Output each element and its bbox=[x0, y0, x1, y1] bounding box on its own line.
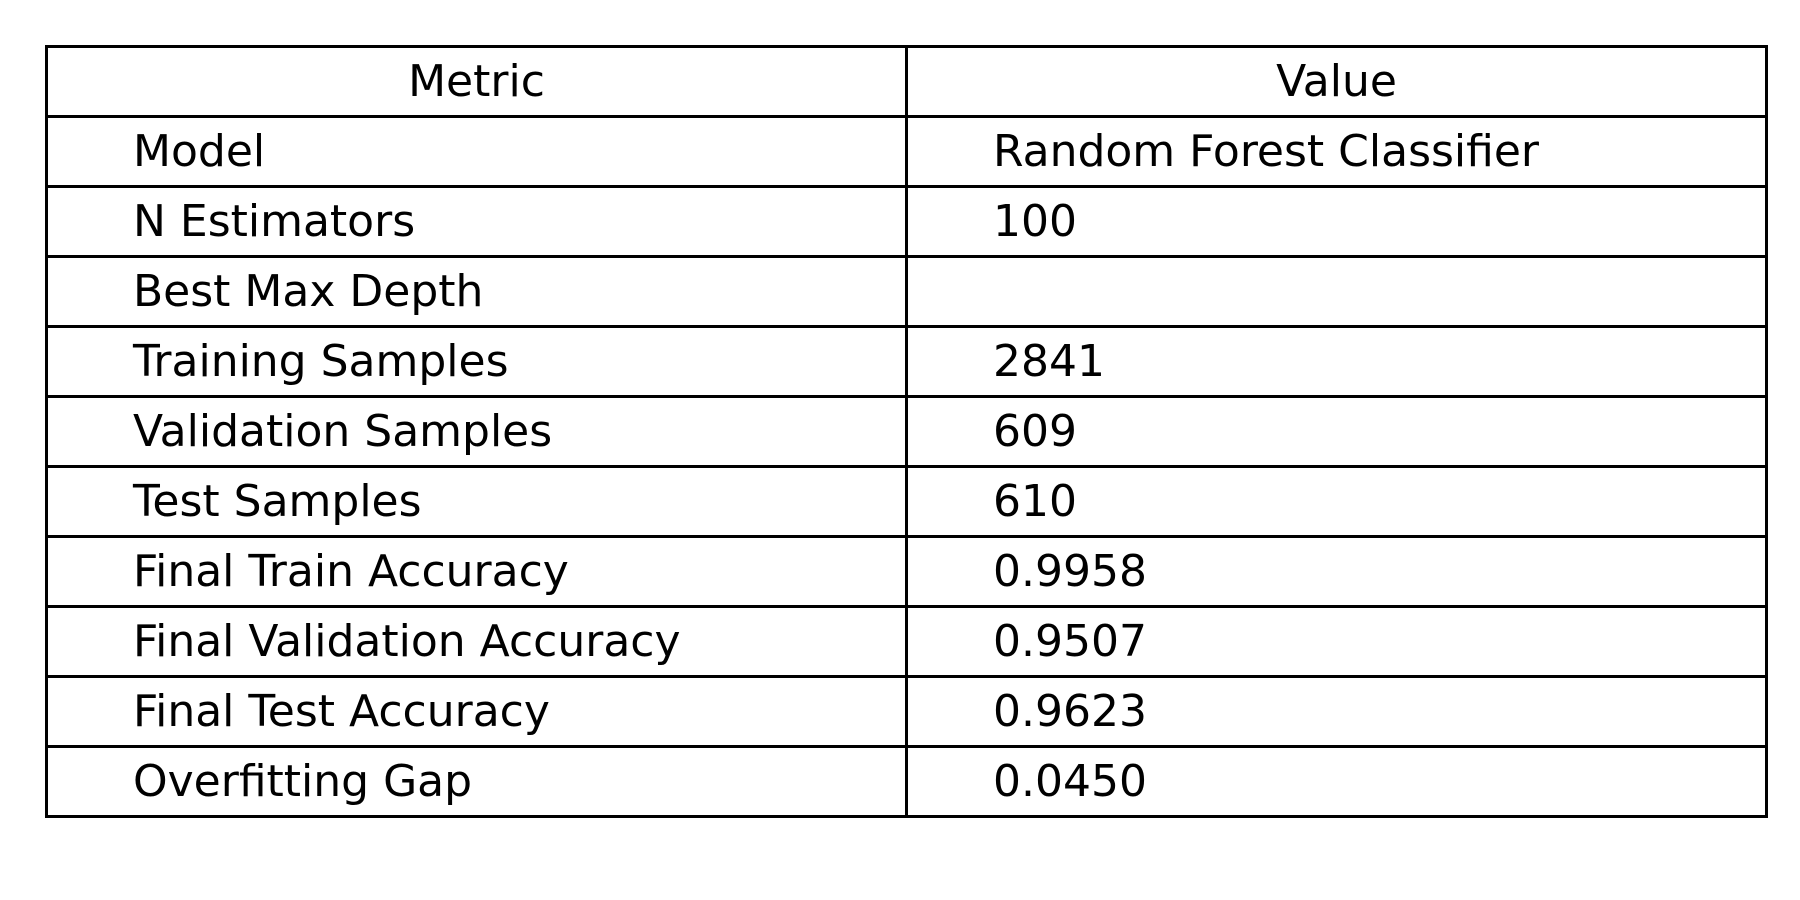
value-cell: 100 bbox=[905, 185, 1768, 258]
column-header-value: Value bbox=[905, 45, 1768, 118]
table-row: Final Train Accuracy 0.9958 bbox=[45, 535, 1768, 608]
column-header-metric: Metric bbox=[45, 45, 908, 118]
table-header-row: Metric Value bbox=[45, 45, 1768, 118]
value-cell: 610 bbox=[905, 465, 1768, 538]
value-cell: Random Forest Classifier bbox=[905, 115, 1768, 188]
metric-cell: Best Max Depth bbox=[45, 255, 908, 328]
metrics-table: Metric Value Model Random Forest Classif… bbox=[45, 45, 1768, 818]
metric-cell: Overfitting Gap bbox=[45, 745, 908, 818]
value-cell bbox=[905, 255, 1768, 328]
value-cell: 609 bbox=[905, 395, 1768, 468]
metric-cell: Final Validation Accuracy bbox=[45, 605, 908, 678]
metric-cell: Model bbox=[45, 115, 908, 188]
value-cell: 0.9958 bbox=[905, 535, 1768, 608]
table-row: Model Random Forest Classifier bbox=[45, 115, 1768, 188]
table-row: N Estimators 100 bbox=[45, 185, 1768, 258]
table-row: Validation Samples 609 bbox=[45, 395, 1768, 468]
value-cell: 2841 bbox=[905, 325, 1768, 398]
table-row: Final Validation Accuracy 0.9507 bbox=[45, 605, 1768, 678]
metric-cell: Final Test Accuracy bbox=[45, 675, 908, 748]
metric-cell: N Estimators bbox=[45, 185, 908, 258]
table-row: Overfitting Gap 0.0450 bbox=[45, 745, 1768, 818]
table-row: Training Samples 2841 bbox=[45, 325, 1768, 398]
value-cell: 0.9507 bbox=[905, 605, 1768, 678]
metric-cell: Validation Samples bbox=[45, 395, 908, 468]
table-row: Test Samples 610 bbox=[45, 465, 1768, 538]
value-cell: 0.0450 bbox=[905, 745, 1768, 818]
table-row: Best Max Depth bbox=[45, 255, 1768, 328]
metric-cell: Test Samples bbox=[45, 465, 908, 538]
metric-cell: Final Train Accuracy bbox=[45, 535, 908, 608]
metric-cell: Training Samples bbox=[45, 325, 908, 398]
table-row: Final Test Accuracy 0.9623 bbox=[45, 675, 1768, 748]
value-cell: 0.9623 bbox=[905, 675, 1768, 748]
